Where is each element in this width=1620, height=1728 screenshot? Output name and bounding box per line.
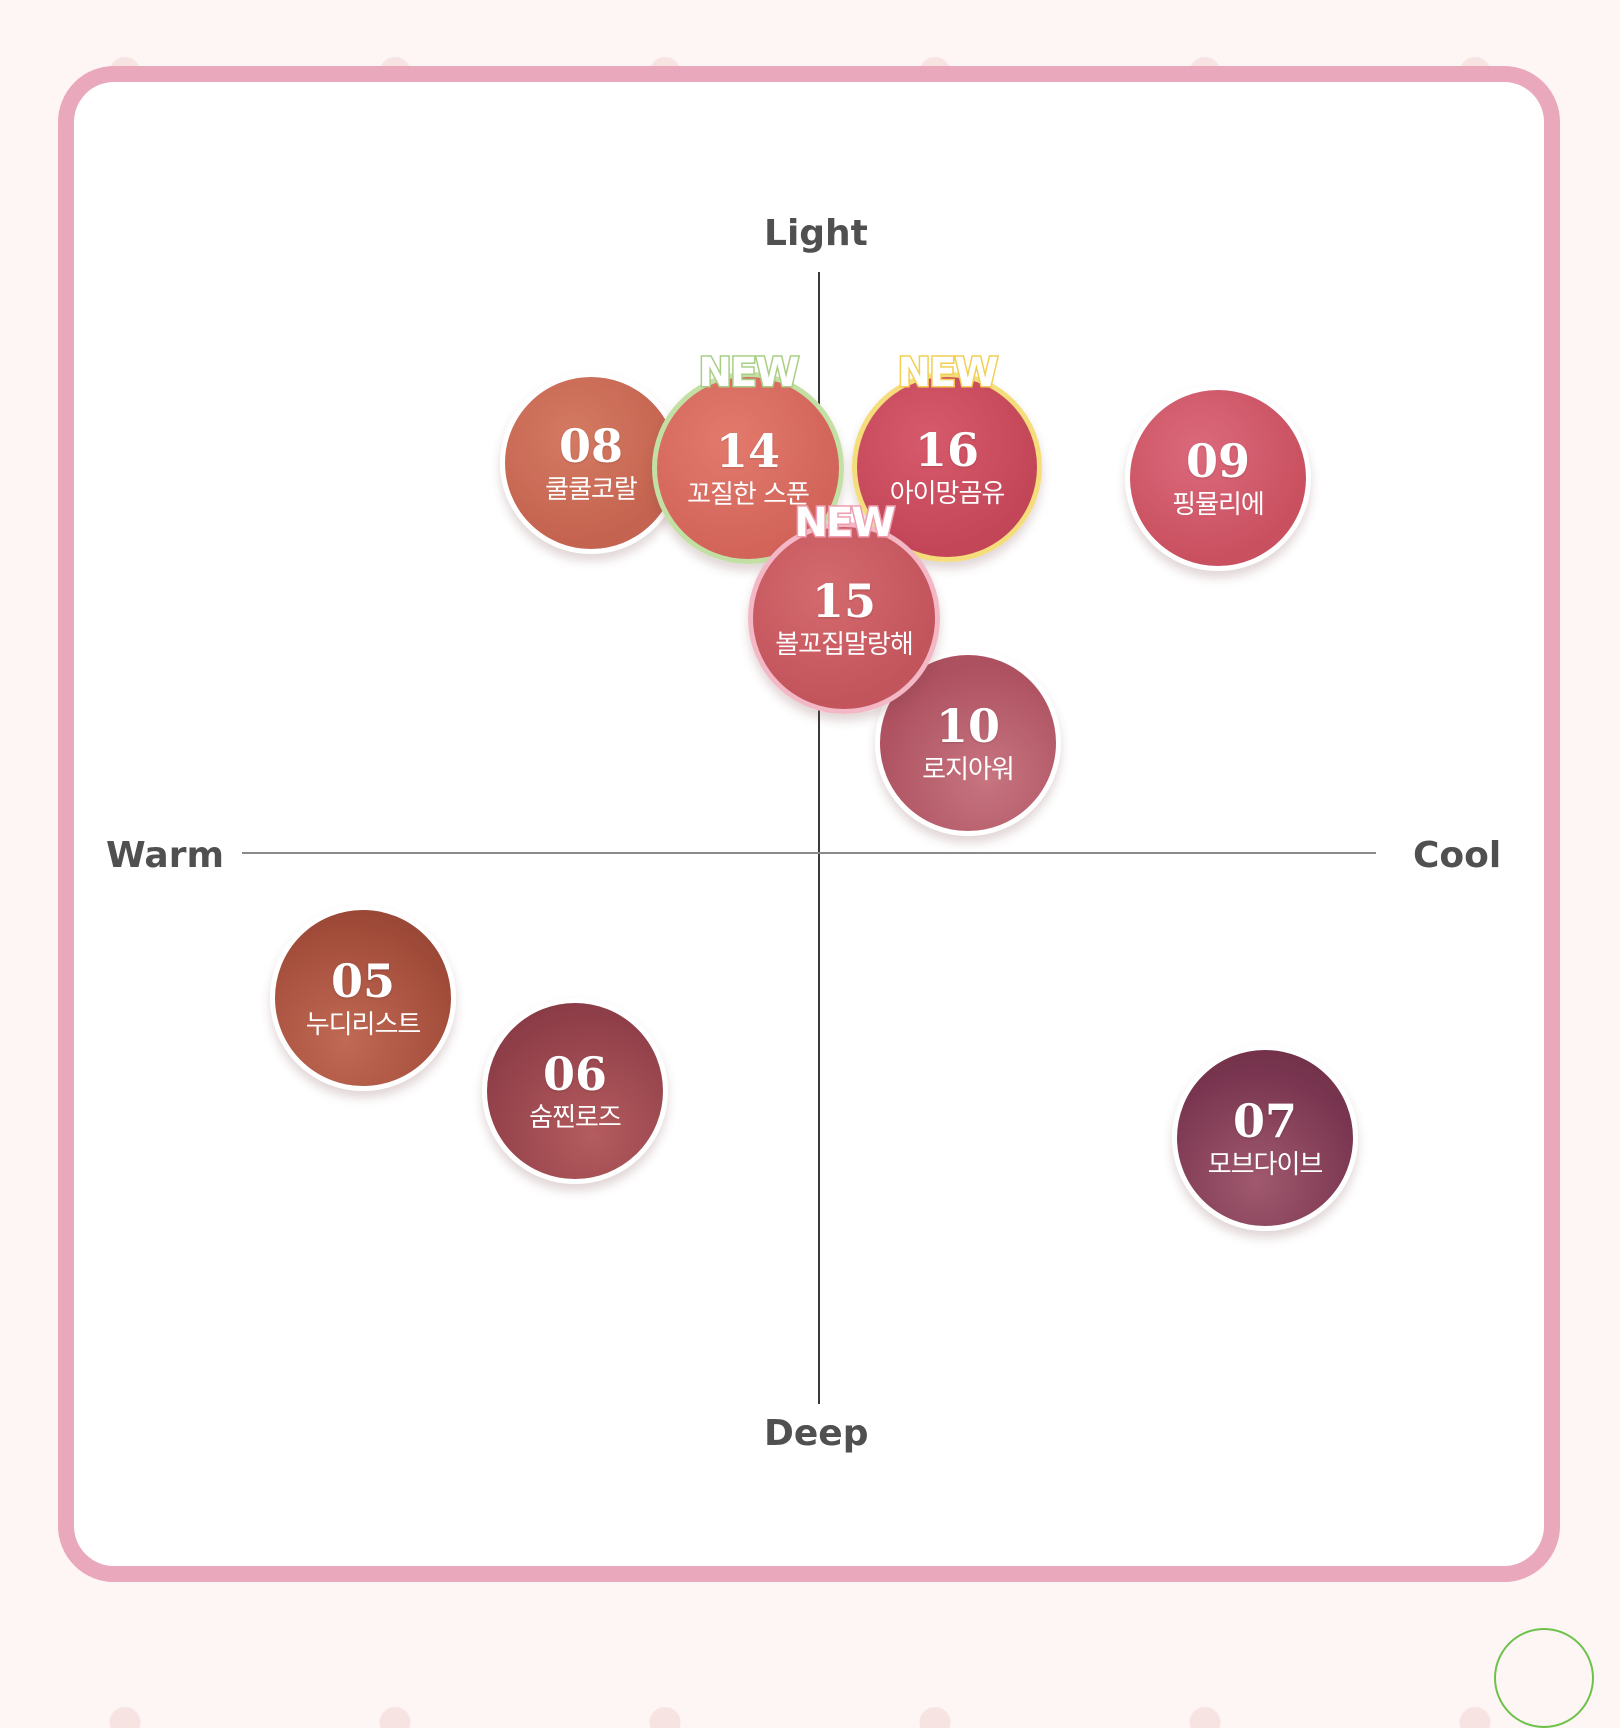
chart-frame xyxy=(58,66,1560,1582)
shade-name: 아이망곰유 xyxy=(889,479,1006,509)
shade-name: 로지아워 xyxy=(922,755,1015,785)
shade-name: 숨찐로즈 xyxy=(529,1103,622,1133)
new-badge: NEW xyxy=(793,500,897,546)
axis-label-warm: Warm xyxy=(106,835,224,876)
axis-label-light: Light xyxy=(764,213,868,254)
shade-number: 09 xyxy=(1185,434,1250,488)
shade-name: 모브다이브 xyxy=(1207,1150,1324,1180)
shade-number: 06 xyxy=(542,1047,607,1101)
axis-label-cool: Cool xyxy=(1413,835,1502,876)
corner-circle-icon xyxy=(1494,1628,1594,1728)
shade-05[interactable]: 05 누디리스트 xyxy=(270,905,456,1091)
shade-10[interactable]: 10 로지아워 xyxy=(875,650,1061,836)
shade-number: 16 xyxy=(914,423,979,477)
shade-number: 15 xyxy=(811,574,876,628)
new-badge: NEW xyxy=(896,350,1000,396)
shade-number: 10 xyxy=(935,699,1000,753)
vertical-axis xyxy=(818,272,820,1404)
shade-number: 07 xyxy=(1232,1094,1297,1148)
shade-06[interactable]: 06 숨찐로즈 xyxy=(482,998,668,1184)
shade-name: 볼꼬집말랑해 xyxy=(775,630,914,660)
shade-07[interactable]: 07 모브다이브 xyxy=(1172,1045,1358,1231)
shade-number: 08 xyxy=(558,419,623,473)
axis-label-deep: Deep xyxy=(764,1413,869,1454)
shade-08[interactable]: 08 쿨쿨코랄 xyxy=(500,372,682,554)
new-badge: NEW xyxy=(697,350,801,396)
shade-name: 꼬질한 스푼 xyxy=(687,480,810,510)
shade-09[interactable]: 09 핑뮬리에 xyxy=(1125,385,1311,571)
horizontal-axis xyxy=(242,852,1376,854)
shade-number: 14 xyxy=(715,424,780,478)
shade-name: 핑뮬리에 xyxy=(1172,490,1265,520)
shade-15[interactable]: NEW 15 볼꼬집말랑해 xyxy=(748,502,940,714)
shade-name: 누디리스트 xyxy=(305,1010,422,1040)
shade-number: 05 xyxy=(330,954,395,1008)
shade-name: 쿨쿨코랄 xyxy=(545,475,638,505)
